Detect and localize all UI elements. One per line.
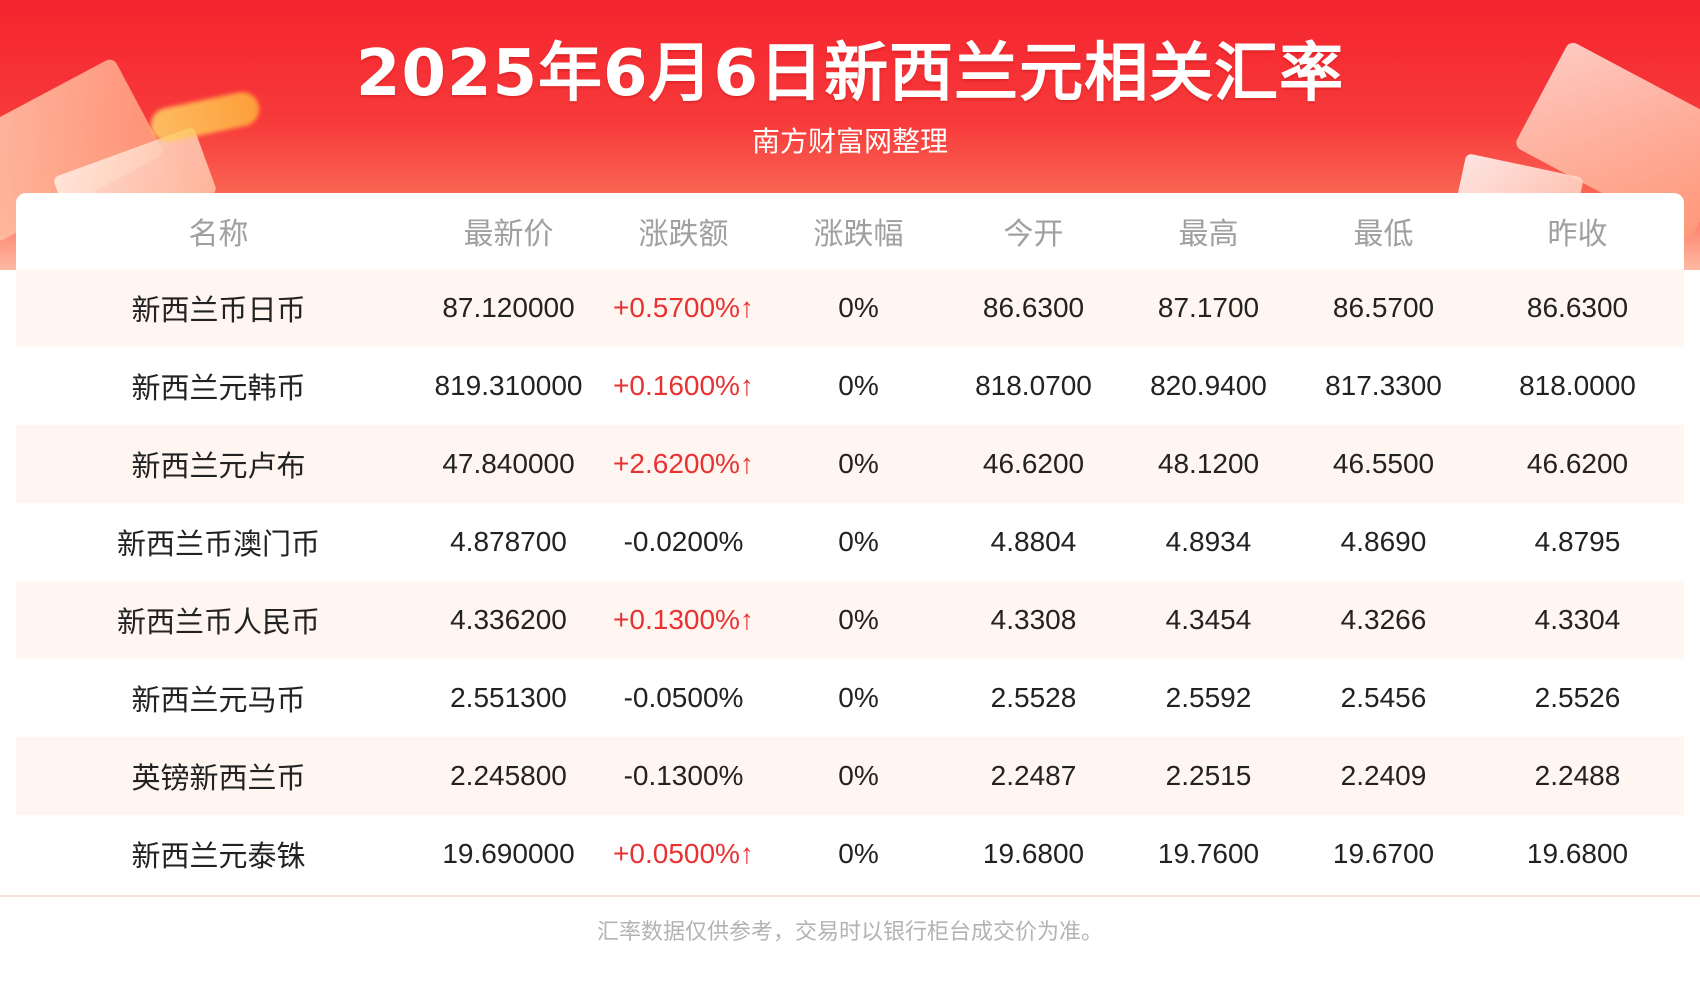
change-percent: 0% bbox=[838, 682, 879, 713]
prev-close-price: 818.0000 bbox=[1519, 370, 1636, 401]
latest-price: 87.120000 bbox=[442, 292, 575, 323]
latest-price: 19.690000 bbox=[442, 838, 575, 869]
low-price: 46.5500 bbox=[1332, 448, 1435, 479]
currency-pair-name: 英镑新西兰币 bbox=[131, 761, 306, 795]
change-percent: 0% bbox=[838, 760, 879, 791]
open-price: 46.6200 bbox=[982, 448, 1085, 479]
change-percent: 0% bbox=[838, 526, 879, 557]
prev-close-price: 86.6300 bbox=[1526, 292, 1629, 323]
footer-disclaimer: 汇率数据仅供参考，交易时以银行柜台成交价为准。 bbox=[596, 920, 1103, 945]
table-row: 英镑新西兰币 2.245800 -0.1300% 0% 2.2487 2.251… bbox=[16, 737, 1684, 815]
prev-close-price: 2.5526 bbox=[1534, 682, 1621, 713]
table-row: 新西兰元马币 2.551300 -0.0500% 0% 2.5528 2.559… bbox=[16, 659, 1684, 737]
open-price: 2.2487 bbox=[990, 760, 1077, 791]
high-price: 48.1200 bbox=[1157, 448, 1260, 479]
high-price: 19.7600 bbox=[1157, 838, 1260, 869]
change-percent: 0% bbox=[838, 448, 879, 479]
low-price: 2.2409 bbox=[1340, 760, 1427, 791]
page-subtitle: 南方财富网整理 bbox=[751, 125, 948, 158]
prev-close-price: 2.2488 bbox=[1534, 760, 1621, 791]
change-value: -0.0500% bbox=[623, 682, 744, 713]
change-percent: 0% bbox=[838, 838, 879, 869]
prev-close-price: 19.6800 bbox=[1526, 838, 1629, 869]
currency-pair-name: 新西兰币人民币 bbox=[116, 605, 320, 639]
change-value: -0.0200% bbox=[623, 526, 744, 557]
high-price: 87.1700 bbox=[1157, 292, 1260, 323]
change-value: -0.1300% bbox=[623, 760, 744, 791]
low-price: 19.6700 bbox=[1332, 838, 1435, 869]
change-percent: 0% bbox=[838, 604, 879, 635]
column-header-high: 最高 bbox=[1178, 217, 1239, 252]
currency-pair-name: 新西兰元卢布 bbox=[131, 449, 306, 483]
high-price: 820.9400 bbox=[1150, 370, 1267, 401]
open-price: 19.6800 bbox=[982, 838, 1085, 869]
open-price: 818.0700 bbox=[975, 370, 1092, 401]
prev-close-price: 4.3304 bbox=[1534, 604, 1621, 635]
table-row: 新西兰元卢布 47.840000 +2.6200%↑ 0% 46.6200 48… bbox=[16, 425, 1684, 503]
table-row: 新西兰币澳门币 4.878700 -0.0200% 0% 4.8804 4.89… bbox=[16, 503, 1684, 581]
currency-pair-name: 新西兰元泰铢 bbox=[131, 839, 306, 873]
column-header-open: 今开 bbox=[1003, 217, 1064, 252]
open-price: 86.6300 bbox=[982, 292, 1085, 323]
latest-price: 4.336200 bbox=[450, 604, 567, 635]
change-value: +2.6200%↑ bbox=[613, 448, 754, 479]
latest-price: 4.878700 bbox=[450, 526, 567, 557]
high-price: 4.3454 bbox=[1165, 604, 1252, 635]
column-header-prev-close: 昨收 bbox=[1547, 217, 1608, 252]
currency-pair-name: 新西兰元韩币 bbox=[131, 371, 306, 405]
open-price: 4.8804 bbox=[990, 526, 1077, 557]
high-price: 4.8934 bbox=[1165, 526, 1252, 557]
column-header-latest: 最新价 bbox=[463, 217, 554, 252]
low-price: 2.5456 bbox=[1340, 682, 1427, 713]
table-row: 新西兰元韩币 819.310000 +0.1600%↑ 0% 818.0700 … bbox=[16, 347, 1684, 425]
table-row: 新西兰币人民币 4.336200 +0.1300%↑ 0% 4.3308 4.3… bbox=[16, 581, 1684, 659]
footer-divider bbox=[0, 895, 1700, 897]
page-title: 2025年6月6日新西兰元相关汇率 bbox=[355, 37, 1345, 111]
prev-close-price: 4.8795 bbox=[1534, 526, 1621, 557]
table-header-row: 名称 最新价 涨跌额 涨跌幅 今开 最高 最低 昨收 bbox=[16, 193, 1684, 269]
latest-price: 2.551300 bbox=[450, 682, 567, 713]
change-value: +0.1600%↑ bbox=[613, 370, 754, 401]
column-header-change-pct: 涨跌幅 bbox=[813, 217, 904, 252]
table-row: 新西兰元泰铢 19.690000 +0.0500%↑ 0% 19.6800 19… bbox=[16, 815, 1684, 893]
latest-price: 47.840000 bbox=[442, 448, 575, 479]
change-value: +0.5700%↑ bbox=[613, 292, 754, 323]
rates-table: 名称 最新价 涨跌额 涨跌幅 今开 最高 最低 昨收 新西兰币日币 87.120… bbox=[16, 193, 1684, 893]
open-price: 2.5528 bbox=[990, 682, 1077, 713]
high-price: 2.5592 bbox=[1165, 682, 1252, 713]
latest-price: 819.310000 bbox=[434, 370, 583, 401]
column-header-low: 最低 bbox=[1353, 217, 1414, 252]
low-price: 4.8690 bbox=[1340, 526, 1427, 557]
low-price: 4.3266 bbox=[1340, 604, 1427, 635]
open-price: 4.3308 bbox=[990, 604, 1077, 635]
change-value: +0.0500%↑ bbox=[613, 838, 754, 869]
low-price: 86.5700 bbox=[1332, 292, 1435, 323]
change-percent: 0% bbox=[838, 292, 879, 323]
column-header-name: 名称 bbox=[188, 217, 249, 252]
latest-price: 2.245800 bbox=[450, 760, 567, 791]
low-price: 817.3300 bbox=[1325, 370, 1442, 401]
column-header-change: 涨跌额 bbox=[638, 217, 729, 252]
rates-table-card: 南方财富网 outhmoney.com 名称 最新价 涨跌额 涨跌幅 今开 最高… bbox=[16, 193, 1684, 893]
currency-pair-name: 新西兰币澳门币 bbox=[116, 527, 320, 561]
change-percent: 0% bbox=[838, 370, 879, 401]
table-row: 新西兰币日币 87.120000 +0.5700%↑ 0% 86.6300 87… bbox=[16, 269, 1684, 347]
prev-close-price: 46.6200 bbox=[1526, 448, 1629, 479]
currency-pair-name: 新西兰元马币 bbox=[131, 683, 306, 717]
high-price: 2.2515 bbox=[1165, 760, 1252, 791]
change-value: +0.1300%↑ bbox=[613, 604, 754, 635]
currency-pair-name: 新西兰币日币 bbox=[131, 293, 306, 327]
